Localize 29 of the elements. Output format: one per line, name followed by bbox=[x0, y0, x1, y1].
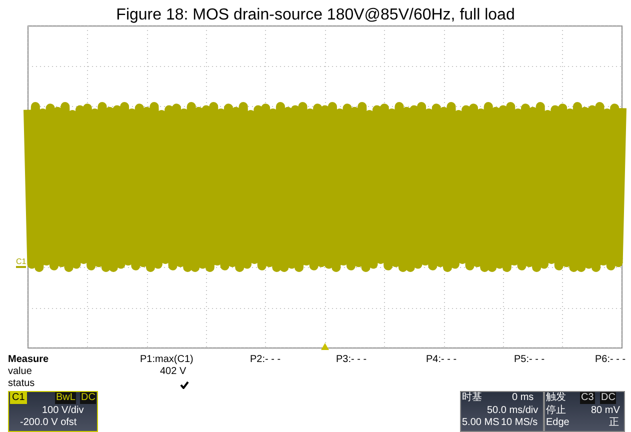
text: 80 mV bbox=[591, 405, 620, 417]
text: 触发 bbox=[546, 392, 566, 404]
text: 10 MS/s bbox=[501, 417, 538, 429]
text: P4:- - - bbox=[426, 354, 457, 366]
text: -200.0 V ofst bbox=[20, 417, 77, 429]
text: value bbox=[8, 366, 32, 378]
text: 时基 bbox=[462, 392, 482, 404]
text: P3:- - - bbox=[336, 354, 367, 366]
text: 0 ms bbox=[512, 392, 534, 404]
chart-title: Figure 18: MOS drain-source 180V@85V/60Hz, full load bbox=[116, 6, 515, 24]
text: P2:- - - bbox=[250, 354, 281, 366]
text: 100 V/div bbox=[42, 405, 84, 417]
text: 402 V bbox=[160, 366, 186, 378]
text: 停止 bbox=[546, 405, 566, 417]
text: 50.0 ms/div bbox=[487, 405, 538, 417]
text: BwL bbox=[55, 392, 76, 404]
text: 5.00 MS bbox=[462, 417, 500, 429]
text: P1:max(C1) bbox=[140, 354, 194, 366]
text: C1 bbox=[16, 256, 26, 268]
text: Measure bbox=[8, 354, 49, 366]
text: 正 bbox=[609, 417, 619, 429]
text: status bbox=[8, 378, 35, 390]
text: P6:- - - bbox=[595, 354, 626, 366]
text: C1 bbox=[10, 392, 27, 404]
text: DC bbox=[80, 392, 96, 404]
text: C3 bbox=[580, 392, 595, 404]
text: DC bbox=[600, 392, 616, 404]
text: Edge bbox=[546, 417, 570, 429]
text: P5:- - - bbox=[514, 354, 545, 366]
